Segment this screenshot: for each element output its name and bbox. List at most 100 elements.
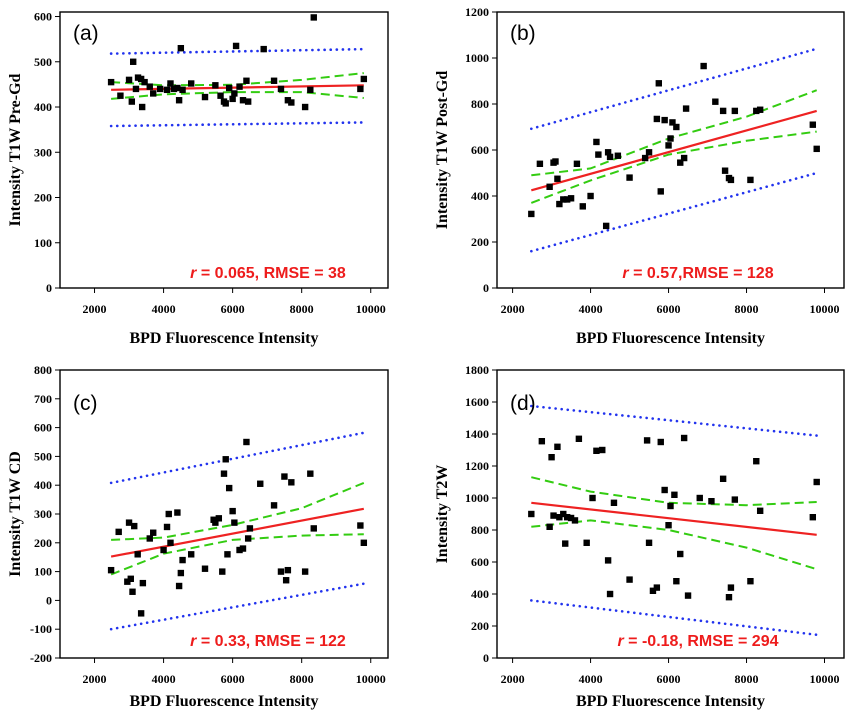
data-point <box>163 86 171 94</box>
data-point <box>747 578 754 585</box>
data-point <box>813 478 820 486</box>
data-point <box>220 470 228 477</box>
plot-frame <box>59 11 389 289</box>
stat-annotation: r = 0.065, RMSE = 38 <box>190 265 346 282</box>
panel-label: (b) <box>510 22 536 45</box>
confidence-upper-curve <box>111 481 365 541</box>
data-point <box>307 86 314 94</box>
y-tick-label: 400 <box>471 189 489 203</box>
data-point <box>156 85 164 93</box>
stat-values: = -0.18, RMSE = 294 <box>624 633 779 650</box>
data-point <box>653 115 661 123</box>
y-tick-label: 500 <box>34 55 52 69</box>
y-tick-label: 300 <box>34 507 52 521</box>
x-tick-label: 2000 <box>83 672 107 686</box>
data-point <box>231 90 238 97</box>
plot-frame <box>496 11 845 289</box>
y-axis-title: Intensity T1W Pre-Gd <box>7 73 24 226</box>
data-point <box>677 159 684 166</box>
data-point <box>270 77 278 84</box>
regression-line <box>531 109 817 192</box>
data-point <box>188 80 195 87</box>
y-tick-label: 200 <box>471 619 489 633</box>
data-point <box>224 551 231 558</box>
data-point <box>696 494 703 502</box>
data-point <box>756 106 764 113</box>
y-tick-label: -100 <box>30 622 52 636</box>
data-point <box>167 80 174 87</box>
y-tick-label: 1200 <box>465 459 489 473</box>
y-tick-label: 100 <box>34 565 52 579</box>
data-point <box>610 499 618 506</box>
data-point <box>563 196 571 203</box>
x-tick-label: 10000 <box>810 302 840 316</box>
x-tick-label: 2000 <box>501 302 525 316</box>
y-tick-label: 0 <box>46 281 52 295</box>
data-point <box>212 82 219 89</box>
data-point <box>563 514 571 521</box>
confidence-lower-curve <box>530 130 817 204</box>
data-point <box>712 98 719 105</box>
data-point <box>589 494 596 502</box>
data-point <box>606 153 614 161</box>
data-point <box>260 45 267 53</box>
x-tick-label: 10000 <box>356 302 386 316</box>
data-point <box>146 535 153 542</box>
data-point <box>360 539 368 546</box>
data-point <box>641 154 649 162</box>
data-point <box>229 95 236 103</box>
data-point <box>150 90 157 97</box>
y-axis-title: Intensity T1W Post-Gd <box>434 71 451 230</box>
x-tick-label: 4000 <box>152 302 176 316</box>
data-point <box>360 75 368 83</box>
data-point <box>307 470 314 477</box>
y-axis-title: Intensity T1W CD <box>7 451 24 577</box>
data-point <box>593 447 600 454</box>
data-point <box>595 151 602 158</box>
data-point <box>127 575 134 582</box>
data-point <box>141 78 148 86</box>
data-point <box>239 545 247 552</box>
data-point <box>645 149 653 156</box>
y-tick-label: -200 <box>30 651 52 665</box>
data-point <box>813 145 820 153</box>
data-point <box>174 509 181 516</box>
data-point <box>232 42 240 50</box>
data-point <box>257 480 264 487</box>
data-point <box>244 98 252 105</box>
data-point <box>125 519 133 526</box>
data-point <box>575 435 583 442</box>
data-point <box>673 123 680 131</box>
data-point <box>756 507 764 514</box>
data-point <box>655 80 663 87</box>
data-point <box>602 222 610 230</box>
regression-line <box>110 507 365 558</box>
confidence-upper-curve <box>531 476 817 507</box>
y-tick-label: 1400 <box>465 427 489 441</box>
confidence-lower-curve <box>111 91 364 100</box>
y-tick-label: 700 <box>34 392 52 406</box>
data-point <box>684 592 692 599</box>
data-point <box>107 78 115 86</box>
data-point <box>225 84 233 92</box>
y-tick-label: 400 <box>34 100 52 114</box>
data-point <box>170 85 178 93</box>
y-tick-label: 1600 <box>465 395 489 409</box>
data-point <box>747 176 754 184</box>
panel-label: (d) <box>510 392 536 415</box>
data-point <box>809 514 817 521</box>
y-tick-label: 200 <box>34 536 52 550</box>
y-tick-label: 800 <box>34 363 52 377</box>
data-point <box>725 594 733 601</box>
data-point <box>301 568 309 575</box>
data-point <box>244 535 252 542</box>
data-point <box>727 176 735 184</box>
stat-r-symbol: r <box>190 633 197 650</box>
data-point <box>177 569 185 577</box>
data-point <box>175 97 183 104</box>
data-point <box>137 610 145 617</box>
prediction-lower-line <box>529 599 819 637</box>
data-point <box>107 566 115 574</box>
panel-d: 2000 4000 6000 8000 10000 0 200 400 600 800 1000 12… <box>434 363 845 710</box>
prediction-upper-line <box>109 47 366 55</box>
